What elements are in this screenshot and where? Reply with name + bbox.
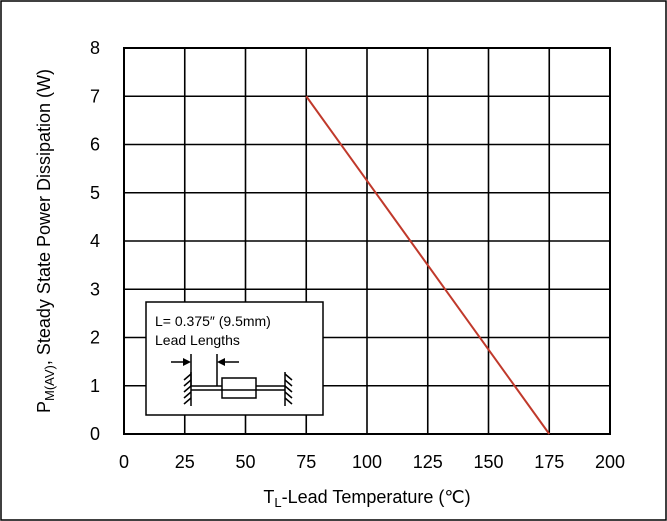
x-tick-label: 0 [119,452,129,472]
diode-component-icon [191,377,285,399]
x-tick-labels: 0 25 50 75 100 125 150 175 200 [119,452,625,472]
series-group [305,95,551,435]
x-tick-label: 175 [534,452,564,472]
y-tick-label: 4 [90,231,100,251]
y-tick-label: 0 [90,424,100,444]
lead-length-inset: L= 0.375″ (9.5mm) Lead Lengths [145,301,324,416]
y-tick-label: 6 [90,135,100,155]
y-tick-labels: 0 1 2 3 4 5 6 7 8 [90,38,100,444]
x-tick-label: 50 [235,452,255,472]
right-clamp-icon [284,372,293,406]
x-axis-title: TL-Lead Temperature (℃) [263,487,470,510]
x-tick-label: 150 [473,452,503,472]
y-tick-label: 8 [90,38,100,58]
x-tick-label: 75 [296,452,316,472]
y-tick-label: 7 [90,86,100,106]
plot-border [123,47,611,435]
y-tick-label: 1 [90,376,100,396]
y-tick-label: 3 [90,279,100,299]
series-line [305,95,551,435]
x-tick-label: 200 [595,452,625,472]
y-tick-label: 5 [90,183,100,203]
inset-label-leads: Lead Lengths [155,332,240,348]
x-tick-label: 100 [352,452,382,472]
x-tick-label: 125 [413,452,443,472]
y-axis-title: PM(AV), Steady State Power Dissipation (… [34,69,57,413]
left-clamp-icon [183,372,192,406]
inset-label-length: L= 0.375″ (9.5mm) [155,313,271,329]
x-tick-label: 25 [175,452,195,472]
y-tick-label: 2 [90,328,100,348]
